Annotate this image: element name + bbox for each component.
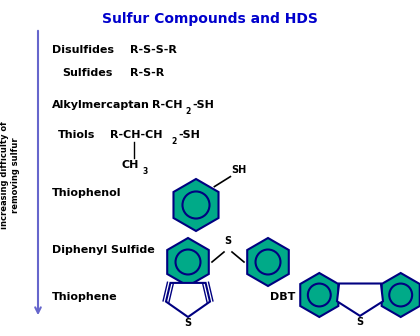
Polygon shape xyxy=(300,273,339,317)
Text: SH: SH xyxy=(231,165,247,175)
Text: S: S xyxy=(184,318,192,328)
Polygon shape xyxy=(166,283,210,317)
Polygon shape xyxy=(173,179,218,231)
Text: R-S-S-R: R-S-S-R xyxy=(130,45,177,55)
Polygon shape xyxy=(167,238,209,286)
Text: -SH: -SH xyxy=(192,100,214,110)
Polygon shape xyxy=(247,238,289,286)
Text: S: S xyxy=(357,317,364,327)
Text: 3: 3 xyxy=(143,167,148,176)
Text: Sulfur Compounds and HDS: Sulfur Compounds and HDS xyxy=(102,12,318,26)
Text: 2: 2 xyxy=(171,137,176,146)
Circle shape xyxy=(308,284,331,306)
Circle shape xyxy=(176,250,200,275)
Text: R-CH: R-CH xyxy=(152,100,183,110)
Text: Sulfides: Sulfides xyxy=(62,68,113,78)
Text: S: S xyxy=(224,236,231,246)
Text: -SH: -SH xyxy=(178,130,200,140)
Polygon shape xyxy=(382,273,420,317)
Text: Thiophenol: Thiophenol xyxy=(52,188,121,198)
Polygon shape xyxy=(337,284,383,316)
Text: R-CH-CH: R-CH-CH xyxy=(110,130,163,140)
Text: increasing difficulty of
removing sulfur: increasing difficulty of removing sulfur xyxy=(0,121,20,229)
Circle shape xyxy=(389,284,412,306)
Text: Disulfides: Disulfides xyxy=(52,45,114,55)
Text: Thiophene: Thiophene xyxy=(52,292,118,302)
Text: 2: 2 xyxy=(185,107,190,116)
Circle shape xyxy=(255,250,281,275)
Text: Alkylmercaptan: Alkylmercaptan xyxy=(52,100,150,110)
Circle shape xyxy=(182,192,210,218)
Text: CH: CH xyxy=(122,160,139,170)
Text: Thiols: Thiols xyxy=(58,130,95,140)
Text: DBT: DBT xyxy=(270,292,295,302)
Text: R-S-R: R-S-R xyxy=(130,68,164,78)
Text: Diphenyl Sulfide: Diphenyl Sulfide xyxy=(52,245,155,255)
